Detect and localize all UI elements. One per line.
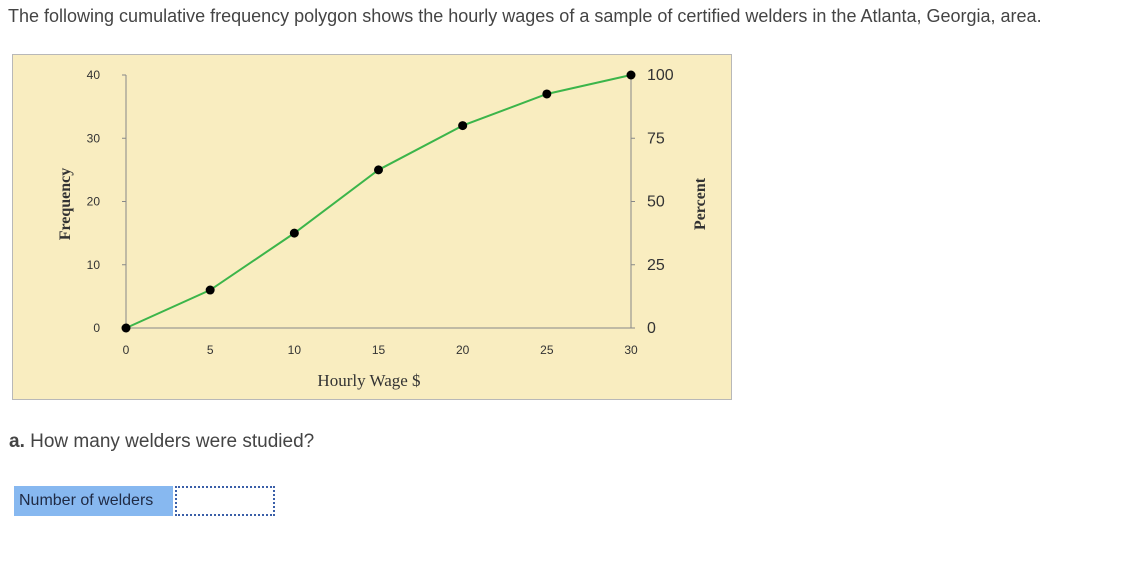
series-line xyxy=(125,74,632,329)
y-axis-label: Frequency xyxy=(57,168,74,241)
y-tick-label: 40 xyxy=(87,68,101,82)
x-tick-label: 15 xyxy=(372,343,386,357)
y2-tick-label: 100 xyxy=(647,67,674,84)
chart-svg: 0 10 20 30 40 0 25 50 75 100 0 5 10 15 20 25 30 Hourly Wa… xyxy=(57,67,709,390)
x-axis-label: Hourly Wage $ xyxy=(317,371,420,390)
data-point xyxy=(205,285,215,295)
y-tick-label: 0 xyxy=(93,321,100,335)
cumulative-frequency-chart: 0 10 20 30 40 0 25 50 75 100 0 5 10 15 20 25 30 Hourly Wa… xyxy=(12,54,732,400)
part-text: How many welders were studied? xyxy=(30,431,315,452)
data-point xyxy=(626,70,636,80)
y-tick-label: 10 xyxy=(87,258,101,272)
x-tick-label: 5 xyxy=(207,343,214,357)
y-tick-label: 20 xyxy=(87,195,101,209)
data-point xyxy=(121,323,131,333)
y2-tick-label: 75 xyxy=(647,130,665,147)
y2-tick-label: 0 xyxy=(647,320,656,337)
y2-tick-label: 25 xyxy=(647,257,665,274)
data-point xyxy=(374,165,383,175)
x-tick-label: 10 xyxy=(288,343,302,357)
x-tick-label: 0 xyxy=(123,343,130,357)
x-tick-label: 30 xyxy=(624,343,638,357)
y2-axis-label: Percent xyxy=(692,177,709,230)
data-point xyxy=(542,89,552,99)
part-letter: a. xyxy=(9,431,25,452)
data-point xyxy=(458,121,468,131)
welders-count-input[interactable] xyxy=(175,486,275,516)
x-tick-label: 25 xyxy=(540,343,554,357)
data-point xyxy=(289,228,299,238)
y2-tick-label: 50 xyxy=(647,194,665,211)
x-tick-label: 20 xyxy=(456,343,470,357)
answer-label: Number of welders xyxy=(14,486,173,516)
question-part-a: a. How many welders were studied? xyxy=(9,431,314,453)
y-tick-label: 30 xyxy=(87,131,101,145)
question-intro: The following cumulative frequency polyg… xyxy=(8,6,1042,26)
answer-row: Number of welders xyxy=(14,486,275,516)
